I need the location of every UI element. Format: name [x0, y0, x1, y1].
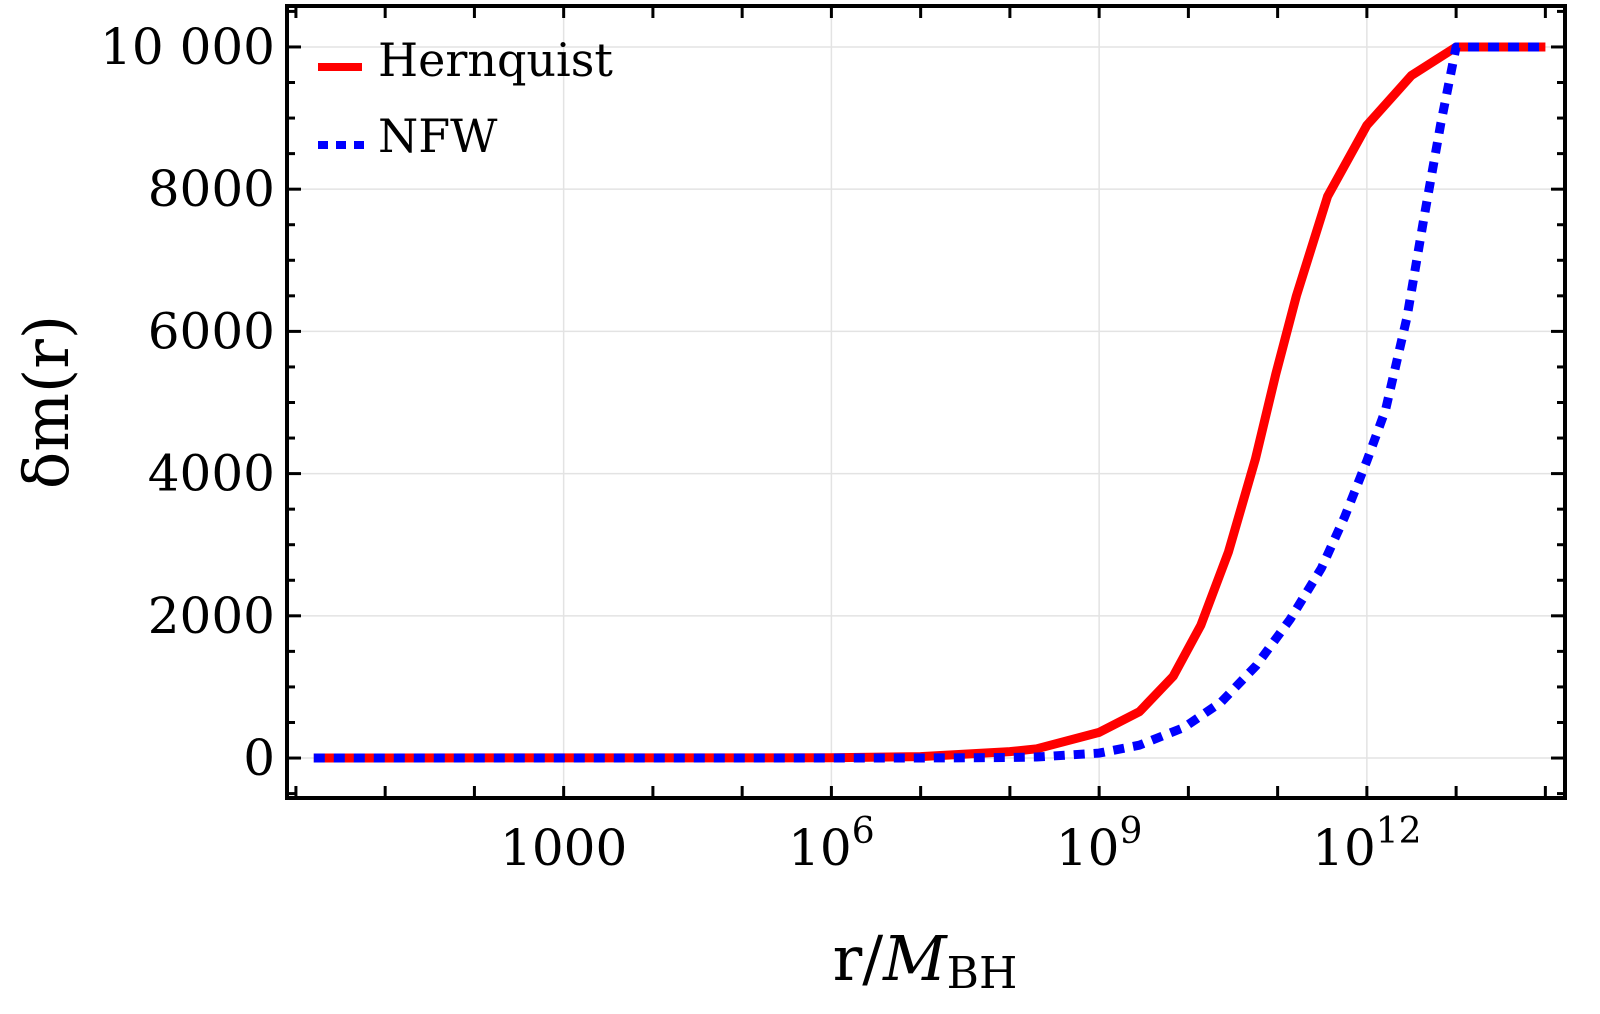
x-tick-label-exponent: 12 [1376, 811, 1422, 852]
x-tick-labels: 1000 106 109 1012 [500, 811, 1422, 877]
x-tick-label-base: 10 [1312, 819, 1376, 877]
x-tick-label: 109 [1056, 811, 1143, 877]
x-tick-label: 1012 [1312, 811, 1421, 877]
y-tick-label: 10 000 [100, 18, 275, 76]
y-tick-label: 4000 [148, 445, 275, 503]
legend-hernquist-label: Hernquist [378, 33, 613, 87]
y-tick-label: 0 [243, 729, 275, 787]
series-line-nfw [313, 42, 1546, 763]
legend-nfw-label: NFW [378, 109, 498, 163]
x-tick-label-base: 10 [788, 819, 852, 877]
y-tick-label: 6000 [148, 302, 275, 360]
x-tick-label-exponent: 9 [1119, 811, 1142, 852]
x-axis-title-base: r/ [833, 922, 884, 995]
x-tick-label: 1000 [500, 819, 627, 877]
series-layer [313, 42, 1546, 763]
x-tick-label: 106 [788, 811, 875, 877]
y-tick-label: 8000 [148, 160, 275, 218]
x-axis-title-italic: M [882, 922, 948, 995]
y-axis-title: δm(r) [10, 315, 83, 489]
x-axis-title: r/MBH [833, 922, 1018, 999]
x-tick-label-exponent: 6 [852, 811, 875, 852]
y-tick-labels: 0 2000 4000 6000 8000 10 000 [100, 18, 275, 787]
y-tick-label: 2000 [148, 587, 275, 645]
x-axis-title-sub: BH [947, 948, 1018, 999]
legend: Hernquist NFW [318, 33, 613, 163]
x-tick-label-base: 1000 [500, 819, 627, 877]
series-line-hernquist [313, 42, 1546, 763]
x-tick-label-base: 10 [1056, 819, 1120, 877]
axis-ticks [287, 6, 1565, 798]
